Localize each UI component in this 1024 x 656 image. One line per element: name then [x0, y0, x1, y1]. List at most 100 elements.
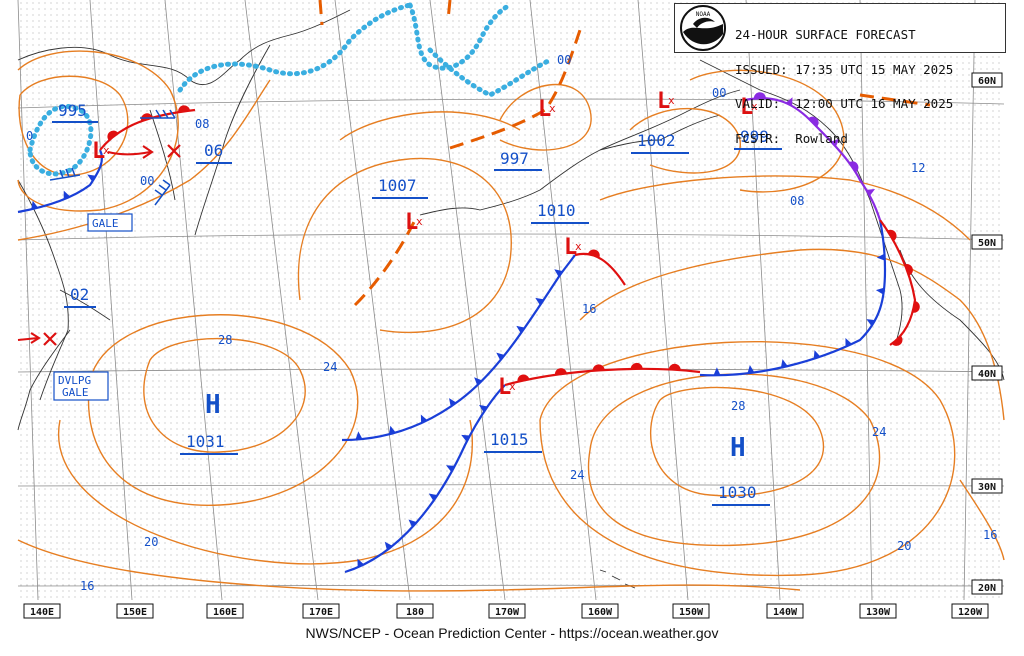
- front-triangle: [478, 404, 488, 413]
- front-triangle: [461, 434, 470, 442]
- motion-arrow: [17, 337, 39, 341]
- front-triangle: [747, 364, 755, 374]
- longitude-label-box: [488, 603, 526, 619]
- pressure-centers: L x L x L x L x L x L x L x H H: [92, 89, 758, 463]
- latitude-label-box: [971, 72, 1003, 88]
- latitude-label: 50N: [978, 238, 996, 249]
- pressure-labels: 995 1007 997 1002 999 1010 1015 1031 103…: [52, 101, 782, 506]
- ice-edge-line: [407, 2, 513, 71]
- isobar-label: 0: [26, 129, 33, 143]
- pressure-label: 1031: [186, 432, 225, 451]
- low-center-999: L x: [740, 95, 758, 120]
- warm-front: [879, 219, 917, 346]
- alaska-peninsula: [599, 114, 721, 151]
- front-triangle: [813, 350, 821, 359]
- low-center-1015: L x: [498, 375, 516, 400]
- front-semicircle: [592, 364, 605, 371]
- developing-gale-line1: DVLPG: [58, 374, 91, 387]
- ice-edge-line: [177, 2, 413, 93]
- front-semicircle: [912, 300, 920, 313]
- isobar-label: 24: [323, 360, 337, 374]
- front-triangle: [780, 359, 788, 368]
- isobar-label: 00: [712, 86, 726, 100]
- isobar-label: 08: [195, 117, 209, 131]
- front-triangle: [535, 297, 544, 306]
- longitude-line-150w: [637, 0, 689, 601]
- longitude-label: 160E: [213, 607, 237, 618]
- cold-front: [699, 219, 887, 377]
- latitude-line-40n: [17, 368, 1005, 373]
- warning-boxes: GALE DVLPG GALE: [53, 213, 133, 401]
- developing-gale-line2: GALE: [62, 386, 89, 399]
- trough-line: [449, 29, 582, 150]
- front-triangle: [866, 188, 876, 196]
- ice-edge-line: [427, 47, 553, 98]
- forecast-positions: [43, 144, 181, 346]
- pressure-label: 1030: [718, 483, 757, 502]
- longitude-label-box: [206, 603, 244, 619]
- front-semicircle: [849, 161, 859, 173]
- sakhalin-hokkaido-coast: [17, 179, 69, 401]
- front-semicircle: [808, 116, 819, 127]
- isobar-line: [959, 479, 1005, 561]
- gale-warning-label: GALE: [92, 217, 119, 230]
- longitude-label: 170W: [495, 607, 520, 618]
- ice-edge-line: [27, 103, 94, 177]
- kamchatka-coast: [194, 44, 271, 236]
- wind-barb: [49, 167, 81, 181]
- isobar-line: [57, 419, 473, 565]
- front-triangle: [389, 425, 396, 435]
- low-center-995: L x: [92, 139, 110, 164]
- latitude-line-50n: [17, 233, 1005, 241]
- front-triangle: [31, 200, 39, 210]
- low-symbol: L: [564, 235, 577, 260]
- aleutian-chain: [419, 89, 741, 216]
- forecaster-name: FCSTR: Rowland: [735, 130, 848, 146]
- longitude-label-box: [672, 603, 710, 619]
- center-x-icon: x: [416, 215, 423, 228]
- longitude-label: 150E: [123, 607, 147, 618]
- cold-front: [344, 384, 506, 574]
- motion-arrow: [107, 151, 151, 156]
- latitude-label: 60N: [978, 76, 996, 87]
- sea-of-okhotsk-island: [149, 109, 176, 201]
- front-triangle: [785, 97, 793, 106]
- warm-front: [574, 252, 626, 286]
- pressure-label: 1015: [490, 430, 529, 449]
- center-x-icon: x: [668, 94, 675, 107]
- japan-coast: [17, 289, 111, 431]
- front-triangle: [831, 138, 840, 147]
- low-center-997: L x: [538, 97, 556, 122]
- front-triangle: [355, 431, 363, 440]
- front-triangle: [875, 287, 885, 295]
- longitude-line-140e: [17, 0, 39, 601]
- isobars: [17, 50, 1005, 592]
- low-symbol: L: [740, 95, 753, 120]
- longitude-label-box: [23, 603, 61, 619]
- forecast-position-x-icon: [43, 332, 57, 346]
- pressure-label: 997: [500, 149, 529, 168]
- longitude-label: 170E: [309, 607, 333, 618]
- pressure-label: 06: [204, 141, 223, 160]
- longitude-label: 120W: [958, 607, 983, 618]
- isobar-line: [579, 248, 1005, 421]
- longitude-label: 140W: [773, 607, 798, 618]
- longitude-label: 130W: [866, 607, 891, 618]
- forecast-position-x-icon: [167, 144, 181, 158]
- coastlines: [17, 9, 1005, 589]
- latitude-label-box: [971, 579, 1003, 595]
- front-triangle: [474, 377, 483, 386]
- front-triangle: [384, 541, 393, 551]
- isobar-label: 12: [911, 161, 925, 175]
- longitude-label: 150W: [679, 607, 704, 618]
- latitude-label-box: [971, 478, 1003, 494]
- high-symbol: H: [205, 390, 221, 420]
- longitude-label-box: [951, 603, 989, 619]
- front-semicircle: [178, 105, 191, 113]
- front-semicircle: [554, 368, 567, 375]
- isobar-label: 16: [582, 302, 596, 316]
- longitude-label-box: [116, 603, 154, 619]
- isobar-ring: [297, 157, 512, 334]
- noaa-logo-icon: NOAA: [680, 5, 726, 51]
